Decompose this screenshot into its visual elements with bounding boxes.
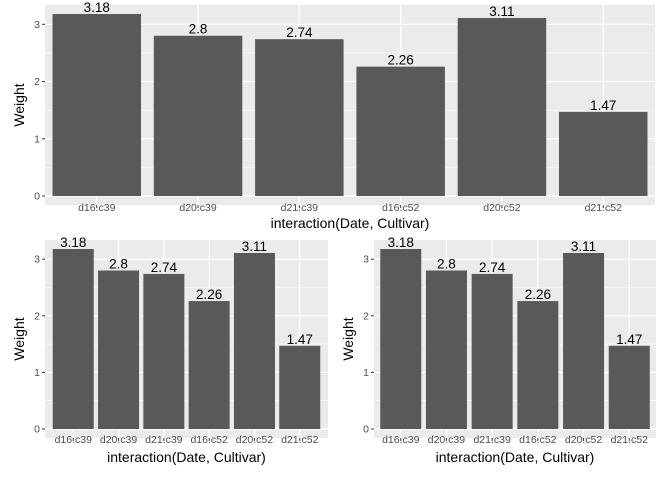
bar-d16.c39 — [380, 249, 422, 429]
x-tick-label: d20.c39 — [179, 202, 217, 214]
x-tick-label: d21.c52 — [611, 434, 649, 446]
y-tick-label: 0 — [363, 424, 369, 436]
x-tick-label: d20.c39 — [428, 434, 466, 446]
x-tick-label: d16.c39 — [55, 434, 93, 446]
data-label: 3.11 — [571, 239, 596, 254]
x-tick-label: d16.c52 — [382, 202, 420, 214]
data-label: 1.47 — [616, 332, 642, 347]
x-tick-label: d20.c39 — [100, 434, 138, 446]
bar-d20.c52 — [563, 252, 605, 429]
bar-d20.c52 — [457, 18, 547, 197]
bar-d16.c52 — [188, 301, 230, 429]
data-label: 2.26 — [196, 287, 222, 302]
y-axis-title: Weight — [340, 317, 356, 360]
bar-d21.c52 — [279, 345, 321, 429]
y-tick-label: 2 — [363, 310, 369, 322]
y-tick-label: 3 — [34, 19, 40, 31]
x-tick-label: d16.c52 — [519, 434, 557, 446]
data-label: 3.11 — [242, 239, 267, 254]
data-label: 2.26 — [388, 53, 414, 68]
y-tick-label: 3 — [34, 254, 40, 266]
bar-d16.c39 — [52, 249, 94, 429]
x-tick-label: d21.c39 — [281, 202, 319, 214]
bar-d21.c52 — [559, 111, 648, 196]
data-label: 2.8 — [189, 22, 208, 37]
data-label: 3.18 — [388, 235, 414, 250]
chart-top: 3.18 2.8 2.74 2.26 3.11 1.47 0 1 2 3 d16.c39 d20.c3… — [11, 0, 655, 231]
data-label: 1.47 — [287, 332, 313, 347]
x-tick-label: d20.c52 — [236, 434, 274, 446]
data-label: 2.74 — [151, 260, 178, 275]
y-tick-label: 1 — [34, 367, 40, 379]
y-tick-label: 0 — [34, 424, 40, 436]
panel-background — [45, 4, 655, 206]
bar-d16.c39 — [52, 14, 141, 196]
bar-d20.c39 — [98, 270, 140, 429]
x-tick-label: d21.c52 — [585, 202, 623, 214]
y-axis-title: Weight — [11, 83, 27, 126]
y-tick-label: 1 — [363, 367, 369, 379]
bar-d20.c52 — [233, 252, 275, 429]
data-label: 2.26 — [525, 287, 551, 302]
data-label: 3.18 — [60, 235, 86, 250]
bar-d16.c52 — [356, 66, 445, 197]
data-label: 2.8 — [437, 257, 456, 272]
y-axis-title: Weight — [11, 317, 27, 360]
data-label: 3.18 — [84, 0, 110, 15]
x-tick-label: d20.c52 — [483, 202, 521, 214]
y-tick-label: 2 — [34, 310, 40, 322]
x-axis-title: interaction(Date, Cultivar) — [271, 215, 430, 231]
bar-d20.c39 — [153, 35, 243, 196]
data-label: 2.74 — [479, 260, 506, 275]
y-tick-label: 3 — [363, 254, 369, 266]
x-tick-label: d21.c39 — [473, 434, 511, 446]
x-tick-label: d21.c52 — [281, 434, 319, 446]
data-label: 2.8 — [109, 257, 128, 272]
chart-bottom-right: 3.18 2.8 2.74 2.26 3.11 1.47 0 1 2 3 d16.c39 d20.c3… — [340, 235, 656, 465]
y-tick-label: 1 — [34, 133, 40, 145]
chart-bottom-left: 3.18 2.8 2.74 2.26 3.11 1.47 0 1 2 3 d16.c39 d20.c3… — [11, 235, 328, 465]
bar-d21.c39 — [143, 273, 185, 429]
x-tick-label: d16.c39 — [382, 434, 420, 446]
x-tick-label: d16.c39 — [78, 202, 116, 214]
bar-d20.c39 — [425, 270, 467, 429]
x-tick-label: d16.c52 — [190, 434, 228, 446]
bar-d21.c39 — [471, 273, 513, 429]
bar-d21.c39 — [255, 39, 344, 196]
x-tick-label: d20.c52 — [565, 434, 603, 446]
data-label: 3.11 — [489, 4, 514, 19]
x-tick-label: d21.c39 — [145, 434, 183, 446]
data-label: 2.74 — [286, 25, 313, 40]
x-axis-title: interaction(Date, Cultivar) — [107, 449, 266, 465]
x-axis-title: interaction(Date, Cultivar) — [436, 449, 595, 465]
data-label: 1.47 — [590, 98, 616, 113]
y-tick-label: 2 — [34, 76, 40, 88]
y-tick-label: 0 — [34, 191, 40, 203]
bar-d16.c52 — [517, 301, 559, 429]
bar-d21.c52 — [608, 345, 650, 429]
